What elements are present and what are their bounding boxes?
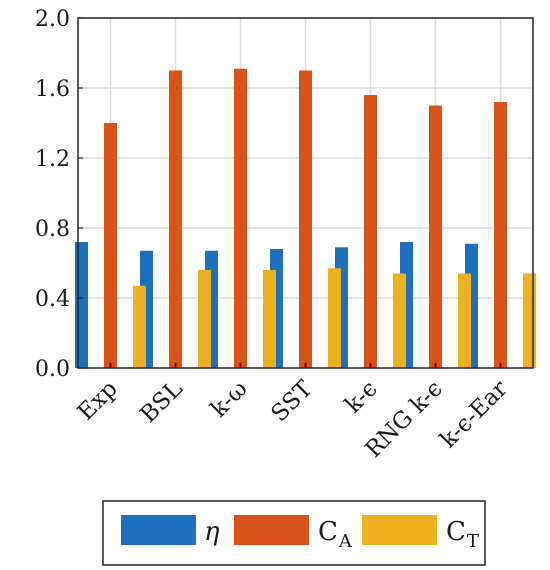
legend-swatch bbox=[121, 515, 196, 545]
legend-swatch bbox=[362, 515, 437, 545]
legend-label-main: C bbox=[446, 517, 466, 547]
legend-swatch bbox=[234, 515, 309, 545]
x-tick-label: BSL bbox=[135, 376, 187, 428]
bar bbox=[133, 285, 146, 368]
legend-label: CA bbox=[318, 517, 353, 552]
y-tick-label: 1.6 bbox=[35, 77, 70, 102]
x-tick-label: SST bbox=[267, 375, 319, 427]
y-tick-label: 0.0 bbox=[35, 357, 70, 382]
y-axis-ticks: 0.0 0.4 0.8 1.2 1.6 2.0 bbox=[35, 7, 83, 382]
bar bbox=[429, 105, 442, 368]
bar bbox=[75, 242, 88, 368]
bar bbox=[169, 70, 182, 368]
bars bbox=[75, 68, 536, 368]
legend-label-main: η bbox=[204, 517, 220, 547]
y-tick-label: 2.0 bbox=[35, 7, 70, 32]
x-tick-label: k-ω bbox=[206, 376, 253, 423]
x-tick-label: k-ϵ-Ear bbox=[435, 376, 512, 453]
bar bbox=[198, 270, 211, 368]
bar bbox=[299, 70, 312, 368]
bar bbox=[263, 270, 276, 368]
bar bbox=[328, 268, 341, 368]
legend-label: CT bbox=[446, 517, 479, 552]
bar bbox=[494, 102, 507, 368]
bar bbox=[523, 273, 536, 368]
legend-label: η bbox=[204, 517, 220, 547]
bar bbox=[393, 273, 406, 368]
bar bbox=[364, 95, 377, 368]
legend-label-main: C bbox=[318, 517, 338, 547]
legend-label-subscript: A bbox=[338, 531, 353, 552]
bar bbox=[234, 68, 247, 368]
bar bbox=[104, 123, 117, 368]
x-tick-label: k-ϵ bbox=[340, 376, 383, 419]
y-tick-label: 1.2 bbox=[35, 147, 70, 172]
y-tick-label: 0.8 bbox=[35, 217, 70, 242]
legend: η CA CT bbox=[102, 500, 486, 566]
y-tick-label: 0.4 bbox=[35, 287, 70, 312]
legend-label-subscript: T bbox=[467, 531, 479, 552]
x-tick-label: Exp bbox=[73, 376, 123, 426]
bar bbox=[458, 273, 471, 368]
